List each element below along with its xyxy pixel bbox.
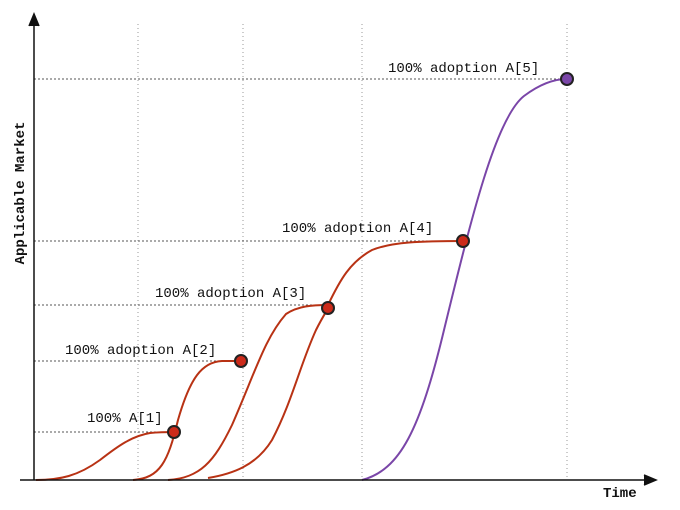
label-a4: 100% adoption A[4]: [282, 221, 433, 237]
y-axis-title: Applicable Market: [13, 122, 29, 265]
adoption-curve-a2: [132, 360, 243, 481]
point-a3: [321, 301, 335, 315]
x-axis-title: Time: [603, 486, 637, 502]
x-axis-arrow: [643, 474, 658, 486]
vertical-gridlines: [137, 24, 568, 480]
adoption-curve-a1: [35, 431, 177, 481]
adoption-curve-a5: [361, 78, 568, 481]
adoption-curve-a4: [327, 240, 466, 306]
label-a1: 100% A[1]: [87, 411, 163, 427]
label-a2: 100% adoption A[2]: [65, 343, 216, 359]
point-a5: [560, 72, 574, 86]
label-a5: 100% adoption A[5]: [388, 61, 539, 77]
milestone-guides: [34, 78, 567, 433]
adoption-curve-a3: [167, 304, 329, 481]
adoption-curves: [35, 240, 466, 481]
point-a2: [234, 354, 248, 368]
y-axis-arrow: [28, 12, 40, 27]
axes: [20, 12, 658, 486]
point-a1: [167, 425, 181, 439]
milestone-points: [167, 72, 574, 439]
adoption-curve-a3b: [207, 304, 331, 479]
label-a3: 100% adoption A[3]: [155, 286, 306, 302]
point-a4: [456, 234, 470, 248]
